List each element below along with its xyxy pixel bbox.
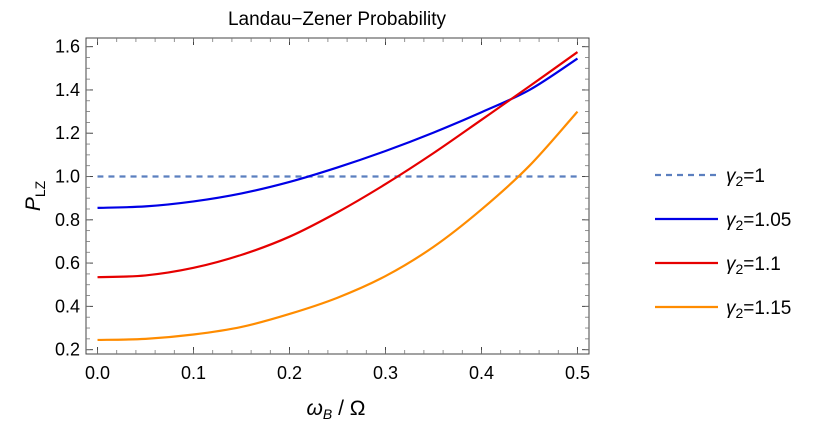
x-axis-label: ωB / Ω [307, 397, 366, 422]
x-axis-ticks: 0.0 0.1 0.2 0.3 0.4 0.5 [85, 38, 590, 383]
legend-label-1: γ2=1.05 [726, 210, 791, 233]
legend-label-2: γ2=1.1 [726, 254, 781, 277]
series-line-2 [97, 51, 579, 279]
y-tick-label: 0.2 [55, 340, 80, 360]
series-layer [97, 51, 579, 342]
y-axis-label: PLZ [22, 180, 48, 211]
x-tick-label: 0.5 [565, 363, 590, 383]
series-line-1 [97, 57, 579, 210]
x-tick-label: 0.1 [181, 363, 206, 383]
x-tick-label: 0.4 [469, 363, 494, 383]
chart-title: Landau−Zener Probability [228, 9, 447, 30]
x-tick-label: 0.2 [277, 363, 302, 383]
x-tick-label: 0.3 [373, 363, 398, 383]
series-line-3 [97, 110, 579, 342]
y-axis-ticks: 0.2 0.4 0.6 0.8 1.0 1.2 1.4 1.6 [55, 37, 589, 360]
y-tick-label: 0.6 [55, 253, 80, 273]
y-tick-label: 1.4 [55, 80, 80, 100]
y-tick-label: 0.8 [55, 210, 80, 230]
x-tick-label: 0.0 [85, 363, 110, 383]
y-tick-label: 1.0 [55, 167, 80, 187]
legend-label-3: γ2=1.15 [726, 298, 791, 321]
y-tick-label: 1.2 [55, 123, 80, 143]
y-tick-label: 0.4 [55, 296, 80, 316]
legend-label-0: γ2=1 [726, 166, 765, 189]
plot-frame [85, 37, 590, 355]
y-tick-label: 1.6 [55, 37, 80, 57]
legend: γ2=1 γ2=1.05 γ2=1.1 γ2=1.15 [655, 166, 791, 321]
